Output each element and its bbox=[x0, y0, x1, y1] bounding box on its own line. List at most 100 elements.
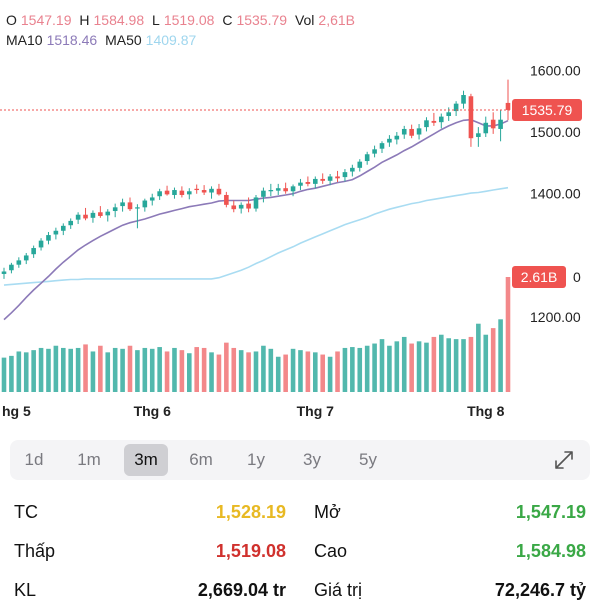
candle-body bbox=[179, 190, 185, 195]
stat-cao-label: Cao bbox=[314, 541, 348, 561]
stat-tc-value: 1,528.19 bbox=[215, 502, 286, 522]
candle-body bbox=[149, 197, 155, 201]
tab-1y[interactable]: 1y bbox=[247, 450, 265, 469]
candle-body bbox=[246, 203, 251, 209]
candle-body bbox=[238, 204, 244, 209]
stat-thap-value: 1,519.08 bbox=[215, 541, 286, 561]
candle-body bbox=[172, 190, 177, 195]
volume-bar bbox=[60, 347, 66, 392]
last-price-tag bbox=[512, 98, 582, 121]
tab-1d[interactable]: 1d bbox=[24, 450, 44, 469]
volume-bar bbox=[157, 347, 162, 392]
volume-bar bbox=[461, 339, 466, 392]
volume-bar bbox=[335, 351, 340, 392]
stat-thap: Thấp 1,519.08 bbox=[14, 531, 286, 571]
volume-bar bbox=[483, 334, 489, 392]
volume-bar bbox=[127, 345, 133, 392]
volume-bar bbox=[231, 347, 237, 392]
volume-bar bbox=[31, 350, 36, 392]
candle-body bbox=[120, 202, 125, 207]
low-value: 1519.08 bbox=[163, 12, 215, 28]
volume-bar bbox=[290, 348, 296, 392]
candle-body bbox=[201, 190, 207, 193]
volume-bar bbox=[38, 347, 44, 392]
tab-3m[interactable]: 3m bbox=[124, 444, 168, 476]
candle-body bbox=[372, 149, 377, 154]
candle-body bbox=[16, 260, 22, 265]
candle-body bbox=[9, 264, 14, 271]
volume-bar bbox=[379, 339, 385, 392]
candle-body bbox=[453, 103, 459, 112]
volume-bar bbox=[98, 345, 103, 392]
tab-5y[interactable]: 5y bbox=[359, 450, 377, 469]
tab-3y[interactable]: 3y bbox=[303, 450, 321, 469]
candle-body bbox=[327, 176, 333, 181]
stat-giatri: Giá trị 72,246.7 tỷ bbox=[314, 570, 586, 610]
x-tick-label: Thg 8 bbox=[467, 403, 505, 419]
volume-bar bbox=[468, 336, 474, 392]
volume-bar bbox=[401, 336, 407, 392]
volume-bar bbox=[416, 341, 422, 392]
volume-bar bbox=[253, 351, 259, 392]
volume-bar bbox=[305, 351, 311, 392]
candle-body bbox=[320, 178, 326, 181]
candle-body bbox=[476, 133, 481, 137]
expand-icon[interactable] bbox=[552, 448, 576, 472]
stat-cao: Cao 1,584.98 bbox=[314, 531, 586, 571]
candle-body bbox=[438, 116, 444, 123]
stat-mo-label: Mở bbox=[314, 502, 341, 522]
candle-body bbox=[379, 143, 385, 149]
candle-body bbox=[387, 138, 392, 143]
candle-body bbox=[127, 202, 133, 210]
volume-bar bbox=[23, 352, 29, 392]
y-tick-label-partial: 0 bbox=[573, 269, 581, 285]
ma50-line bbox=[3, 186, 509, 286]
volume-bar bbox=[275, 356, 281, 392]
volume-bar bbox=[505, 277, 511, 392]
candle-body bbox=[68, 220, 74, 226]
y-tick-label: 1400.00 bbox=[530, 186, 581, 202]
stat-mo: Mở 1,547.19 bbox=[314, 492, 586, 532]
timeframe-tabs: 1d 1m 3m 6m 1y 3y 5y bbox=[10, 440, 590, 480]
volume-bar bbox=[75, 347, 81, 392]
volume-bar bbox=[179, 350, 185, 392]
stat-tc-label: TC bbox=[14, 502, 38, 522]
volume-bar bbox=[105, 352, 111, 392]
volume-bar bbox=[490, 328, 496, 392]
volume-bar bbox=[238, 350, 244, 392]
candle-body bbox=[394, 135, 400, 140]
last-price-label: 1535.79 bbox=[522, 102, 573, 118]
volume-bar bbox=[312, 352, 318, 392]
candle-body bbox=[364, 154, 370, 162]
candle-body bbox=[53, 230, 59, 235]
candle-body bbox=[290, 186, 296, 192]
ma10-label: MA10 bbox=[6, 32, 43, 48]
candle-body bbox=[38, 240, 44, 248]
tab-6m[interactable]: 6m bbox=[189, 450, 213, 469]
candle-body bbox=[350, 167, 355, 172]
candle-body bbox=[164, 190, 170, 195]
candle-body bbox=[98, 212, 103, 216]
candle-body bbox=[224, 194, 229, 205]
x-tick-label: Thg 6 bbox=[134, 403, 172, 419]
volume-bar bbox=[246, 352, 251, 392]
volume-bar bbox=[142, 347, 148, 392]
candle-body bbox=[305, 182, 311, 184]
candle-body bbox=[461, 95, 466, 104]
volume-bar bbox=[83, 344, 88, 392]
candle-body bbox=[31, 248, 36, 255]
candle-body bbox=[186, 191, 192, 195]
stat-giatri-label: Giá trị bbox=[314, 580, 363, 600]
y-tick-label: 1600.00 bbox=[530, 62, 581, 78]
volume-bar bbox=[431, 336, 437, 392]
candle-body bbox=[253, 197, 259, 209]
ma50-value: 1409.87 bbox=[145, 32, 197, 48]
candle-body bbox=[83, 214, 88, 219]
candle-body bbox=[342, 172, 348, 178]
stat-kl-label: KL bbox=[14, 580, 37, 600]
volume-bar bbox=[1, 357, 7, 392]
tab-1m[interactable]: 1m bbox=[77, 450, 101, 469]
volume-bar bbox=[453, 339, 459, 392]
price-chart[interactable]: 1600.00 1500.00 1400.00 1200.00 0 1535.79 2.61… bbox=[0, 0, 600, 430]
stat-kl-value: 2,669.04 tr bbox=[197, 580, 286, 600]
